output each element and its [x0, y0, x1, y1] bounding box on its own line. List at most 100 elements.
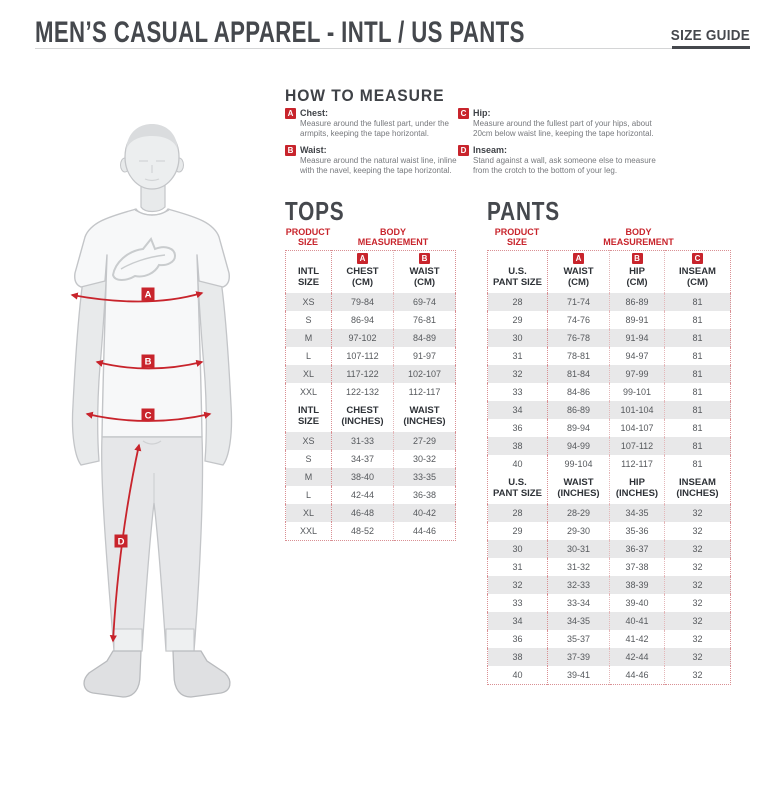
column-label: CHEST (INCHES)	[341, 405, 384, 427]
table-cell: 101-104	[609, 401, 665, 419]
tops-column-group-labels: PRODUCT SIZE BODY MEASUREMENT	[285, 227, 455, 250]
table-cell: 27-29	[393, 432, 456, 450]
table-cell: 31-33	[331, 432, 394, 450]
table-cell: 35-36	[609, 522, 665, 540]
table-cell: 79-84	[331, 293, 394, 311]
waist-column-badge: B	[419, 253, 430, 264]
table-cell: 36-38	[393, 486, 456, 504]
table-cell: 122-132	[331, 383, 394, 401]
body-measurement-label: BODY MEASUREMENT	[603, 227, 674, 247]
figure-head	[120, 124, 184, 213]
column-label: HIP (CM)	[626, 266, 648, 288]
waist-letter-badge: B	[285, 145, 296, 156]
table-row: 34 34-35 40-41 32	[487, 612, 731, 630]
table-cell: 34-35	[547, 612, 610, 630]
table-cell: 31	[512, 351, 523, 361]
table-cell: 40	[512, 459, 523, 469]
table-row: 40 39-41 44-46 32	[487, 666, 731, 685]
table-row: XL 46-48 40-42	[285, 504, 456, 522]
table-cell: 32	[664, 504, 731, 522]
table-cell: XS	[302, 297, 315, 307]
table-cell: 76-78	[547, 329, 610, 347]
table-cell: 34-35	[609, 504, 665, 522]
table-row: S 34-37 30-32	[285, 450, 456, 468]
brand-logo	[111, 237, 177, 281]
table-row: XS 79-84 69-74	[285, 293, 456, 311]
table-cell: 44-46	[393, 522, 456, 541]
waist-column-badge: A	[573, 253, 584, 264]
table-cell: 107-112	[331, 347, 394, 365]
column-header: CHEST (INCHES)	[331, 401, 394, 432]
table-cell: 40-41	[609, 612, 665, 630]
hip-badge-letter: C	[145, 411, 152, 422]
measure-text: Measure around the fullest part of your …	[473, 119, 654, 138]
column-header: U.S. PANT SIZE	[488, 251, 548, 294]
figure-illustration: A B C D	[70, 124, 233, 698]
table-cell: 81	[664, 293, 731, 311]
chest-letter-badge: A	[285, 108, 296, 119]
table-cell: 81	[664, 329, 731, 347]
pants-section: PANTS PRODUCT SIZE BODY MEASUREMENT U.S.…	[487, 196, 731, 685]
table-cell: 76-81	[393, 311, 456, 329]
table-cell: 28	[512, 508, 523, 518]
table-row: M 97-102 84-89	[285, 329, 456, 347]
figure-collar	[134, 209, 170, 216]
table-cell: 39-41	[547, 666, 610, 685]
column-header: INTL SIZE	[286, 251, 332, 294]
table-cell: 94-97	[609, 347, 665, 365]
table-cell: 34	[512, 405, 523, 415]
table-cell: 89-94	[547, 419, 610, 437]
table-cell: 34-37	[331, 450, 394, 468]
inseam-column-badge: C	[692, 253, 703, 264]
table-cell: 32	[664, 594, 731, 612]
body-measurement-label: BODY MEASUREMENT	[357, 227, 429, 247]
pants-column-group-labels: PRODUCT SIZE BODY MEASUREMENT	[487, 227, 730, 250]
measurement-badges: A B C D	[114, 287, 155, 548]
pants-title: PANTS	[487, 196, 560, 226]
table-cell: 117-122	[331, 365, 394, 383]
column-label: INSEAM (INCHES)	[676, 477, 719, 499]
measure-text: Measure around the fullest part, under t…	[300, 119, 449, 138]
table-cell: 29	[512, 315, 523, 325]
table-row: 31 31-32 37-38 32	[487, 558, 731, 576]
table-cell: 30-32	[393, 450, 456, 468]
column-label: HIP (INCHES)	[615, 477, 659, 499]
column-label: WAIST (CM)	[563, 266, 594, 288]
table-row: L 42-44 36-38	[285, 486, 456, 504]
table-cell: 32	[664, 522, 731, 540]
table-cell: 31-32	[547, 558, 610, 576]
pants-size-table: U.S. PANT SIZE A WAIST (CM) B HIP (CM) C…	[487, 250, 731, 685]
table-row: 36 35-37 41-42 32	[487, 630, 731, 648]
chest-badge-letter: A	[145, 290, 152, 301]
waist-arrow	[95, 359, 204, 370]
table-cell: 91-94	[609, 329, 665, 347]
table-row: 29 29-30 35-36 32	[487, 522, 731, 540]
table-cell: 33-34	[547, 594, 610, 612]
table-cell: 81	[664, 365, 731, 383]
column-header: INSEAM (INCHES)	[664, 473, 731, 504]
table-cell: 28-29	[547, 504, 610, 522]
measure-label: Waist:	[300, 145, 327, 155]
table-cell: 99-101	[609, 383, 665, 401]
table-cell: 29-30	[547, 522, 610, 540]
table-cell: 38	[512, 441, 523, 451]
column-header: B WAIST (CM)	[393, 250, 456, 293]
table-row: 28 28-29 34-35 32	[487, 504, 731, 522]
measure-label: Chest:	[300, 108, 329, 118]
column-label: CHEST (CM)	[346, 266, 379, 288]
tops-title: TOPS	[285, 196, 345, 226]
chest-column-badge: A	[357, 253, 368, 264]
table-cell: 32	[664, 666, 731, 685]
table-cell: 38-40	[331, 468, 394, 486]
table-cell: 39-40	[609, 594, 665, 612]
waist-badge-letter: B	[145, 357, 152, 368]
measure-item-chest: A Chest: Measure around the fullest part…	[285, 108, 465, 139]
tops-cm-body: XS 79-84 69-74 S 86-94 76-81 M 97-102 84-89 L 107-…	[285, 293, 456, 401]
table-cell: 37-39	[547, 648, 610, 666]
table-row: 32 81-84 97-99 81	[487, 365, 731, 383]
table-cell: 37-38	[609, 558, 665, 576]
table-cell: 40-42	[393, 504, 456, 522]
how-to-measure-col2: C Hip: Measure around the fullest part o…	[458, 108, 673, 182]
measure-item-hip: C Hip: Measure around the fullest part o…	[458, 108, 673, 139]
column-header: WAIST (INCHES)	[547, 473, 610, 504]
